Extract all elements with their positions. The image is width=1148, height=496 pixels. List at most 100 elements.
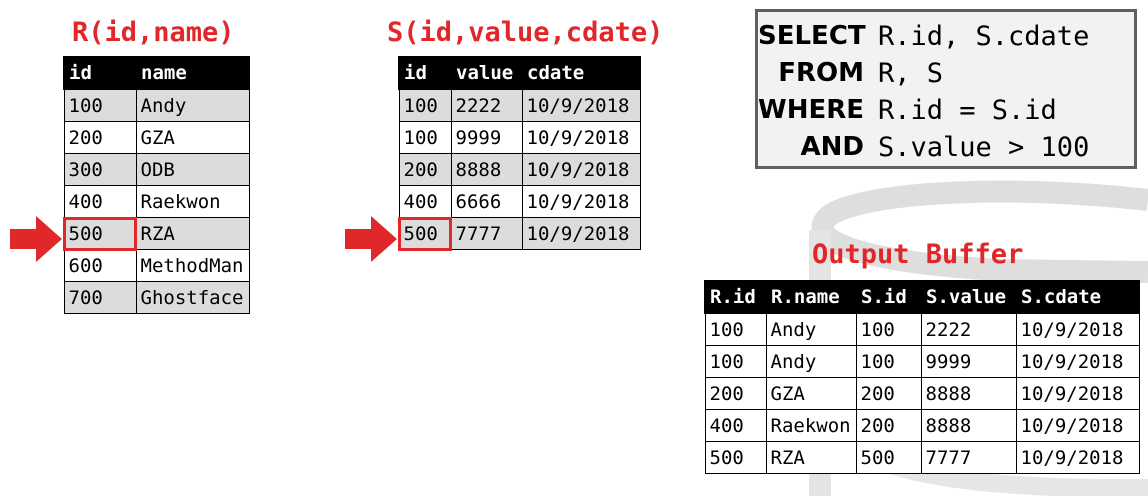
out-cell: 200 <box>855 377 922 410</box>
s-table-header-row: id value cdate <box>398 56 641 90</box>
s-table: id value cdate 100 2222 10/9/2018 100 9999 1… <box>398 56 641 251</box>
out-cell: 400 <box>704 409 767 442</box>
out-col-svalue: S.value <box>920 280 1017 314</box>
sql-line: AND S.value > 100 <box>758 129 1134 166</box>
out-cell: 8888 <box>920 377 1017 410</box>
s-row-current: 500 7777 10/9/2018 <box>398 216 641 251</box>
out-cell: 100 <box>704 345 767 378</box>
r-row: 600 MethodMan <box>63 249 250 282</box>
r-row: 700 Ghostface <box>63 281 250 314</box>
r-cell-id: 400 <box>63 185 137 218</box>
s-cell-value: 7777 <box>450 217 523 250</box>
out-cell: 100 <box>855 345 922 378</box>
out-cell: RZA <box>765 441 857 474</box>
r-cell-name: Andy <box>135 88 250 122</box>
s-cell-cdate: 10/9/2018 <box>521 88 641 122</box>
output-buffer-title: Output Buffer <box>812 239 1024 270</box>
s-table-title: S(id,value,cdate) <box>387 17 664 48</box>
s-cell-id: 200 <box>398 153 452 186</box>
out-cell: Raekwon <box>765 409 857 442</box>
r-row: 400 Raekwon <box>63 185 250 218</box>
out-cell: 500 <box>855 441 922 474</box>
s-cursor-arrow-icon <box>345 216 397 262</box>
r-cell-id-highlighted: 500 <box>63 216 137 251</box>
r-cell-name: Raekwon <box>135 185 250 218</box>
s-cell-value: 2222 <box>450 88 523 122</box>
s-cell-cdate: 10/9/2018 <box>521 185 641 218</box>
r-cursor-arrow-icon <box>10 216 62 262</box>
r-cell-name: Ghostface <box>135 281 250 314</box>
sql-line: FROM R, S <box>758 55 1134 92</box>
s-cell-value: 9999 <box>450 121 523 154</box>
out-cell: 10/9/2018 <box>1015 441 1140 474</box>
s-cell-id: 400 <box>398 185 452 218</box>
out-col-rid: R.id <box>704 280 767 314</box>
out-cell: 200 <box>704 377 767 410</box>
sql-keyword: SELECT <box>758 21 866 51</box>
out-cell: 200 <box>855 409 922 442</box>
s-col-value: value <box>450 56 523 90</box>
out-col-scdate: S.cdate <box>1015 280 1140 314</box>
sql-keyword: WHERE <box>758 95 864 125</box>
r-cell-name: GZA <box>135 121 250 154</box>
sql-expression: R, S <box>878 58 944 89</box>
out-cell: GZA <box>765 377 857 410</box>
output-row: 200 GZA 200 8888 10/9/2018 <box>704 377 1140 410</box>
out-cell: 7777 <box>920 441 1017 474</box>
r-row: 100 Andy <box>63 88 250 122</box>
out-cell: 10/9/2018 <box>1015 312 1140 346</box>
sql-expression: R.id = S.id <box>878 95 1057 126</box>
out-cell: 500 <box>704 441 767 474</box>
out-cell: 100 <box>704 312 767 346</box>
s-cell-id: 100 <box>398 121 452 154</box>
out-col-rname: R.name <box>765 280 857 314</box>
sql-line: SELECT R.id, S.cdate <box>758 18 1134 55</box>
r-cell-name: RZA <box>135 217 250 250</box>
s-cell-id-highlighted: 500 <box>398 216 452 251</box>
s-row: 400 6666 10/9/2018 <box>398 185 641 218</box>
out-cell: Andy <box>765 312 857 346</box>
s-cell-cdate: 10/9/2018 <box>521 153 641 186</box>
s-cell-value: 8888 <box>450 153 523 186</box>
out-cell: 100 <box>855 312 922 346</box>
sql-query-box: SELECT R.id, S.cdate FROM R, S WHERE R.id =… <box>755 9 1137 169</box>
output-row: 400 Raekwon 200 8888 10/9/2018 <box>704 409 1140 442</box>
r-cell-id: 200 <box>63 121 137 154</box>
sql-line: WHERE R.id = S.id <box>758 92 1134 129</box>
r-row-current: 500 RZA <box>63 216 250 251</box>
r-table-title: R(id,name) <box>72 17 235 48</box>
out-cell: 10/9/2018 <box>1015 377 1140 410</box>
sql-expression: S.value > 100 <box>878 132 1090 163</box>
output-row: 500 RZA 500 7777 10/9/2018 <box>704 441 1140 474</box>
s-col-cdate: cdate <box>521 56 641 90</box>
r-cell-name: MethodMan <box>135 249 250 282</box>
s-cell-cdate: 10/9/2018 <box>521 121 641 154</box>
r-cell-id: 300 <box>63 153 137 186</box>
out-cell: 8888 <box>920 409 1017 442</box>
s-row: 100 9999 10/9/2018 <box>398 121 641 154</box>
out-cell: 10/9/2018 <box>1015 409 1140 442</box>
s-cell-value: 6666 <box>450 185 523 218</box>
s-row: 200 8888 10/9/2018 <box>398 153 641 186</box>
out-cell: 9999 <box>920 345 1017 378</box>
s-cell-cdate: 10/9/2018 <box>521 217 641 250</box>
r-col-name: name <box>135 56 250 90</box>
out-cell: 10/9/2018 <box>1015 345 1140 378</box>
s-col-id: id <box>398 56 452 90</box>
r-cell-id: 100 <box>63 88 137 122</box>
sql-keyword: AND <box>800 132 864 162</box>
sql-keyword: FROM <box>778 58 864 88</box>
r-cell-id: 600 <box>63 249 137 282</box>
out-cell: 2222 <box>920 312 1017 346</box>
r-row: 200 GZA <box>63 121 250 154</box>
output-row: 100 Andy 100 2222 10/9/2018 <box>704 312 1140 346</box>
out-col-sid: S.id <box>855 280 922 314</box>
sql-expression: R.id, S.cdate <box>878 21 1090 52</box>
output-buffer-table: R.id R.name S.id S.value S.cdate 100 Andy… <box>704 280 1140 474</box>
r-table: id name 100 Andy 200 GZA 300 ODB 400 Raekwon… <box>63 56 250 314</box>
output-header-row: R.id R.name S.id S.value S.cdate <box>704 280 1140 314</box>
s-row: 100 2222 10/9/2018 <box>398 88 641 122</box>
r-cell-id: 700 <box>63 281 137 314</box>
out-cell: Andy <box>765 345 857 378</box>
r-table-header-row: id name <box>63 56 250 90</box>
